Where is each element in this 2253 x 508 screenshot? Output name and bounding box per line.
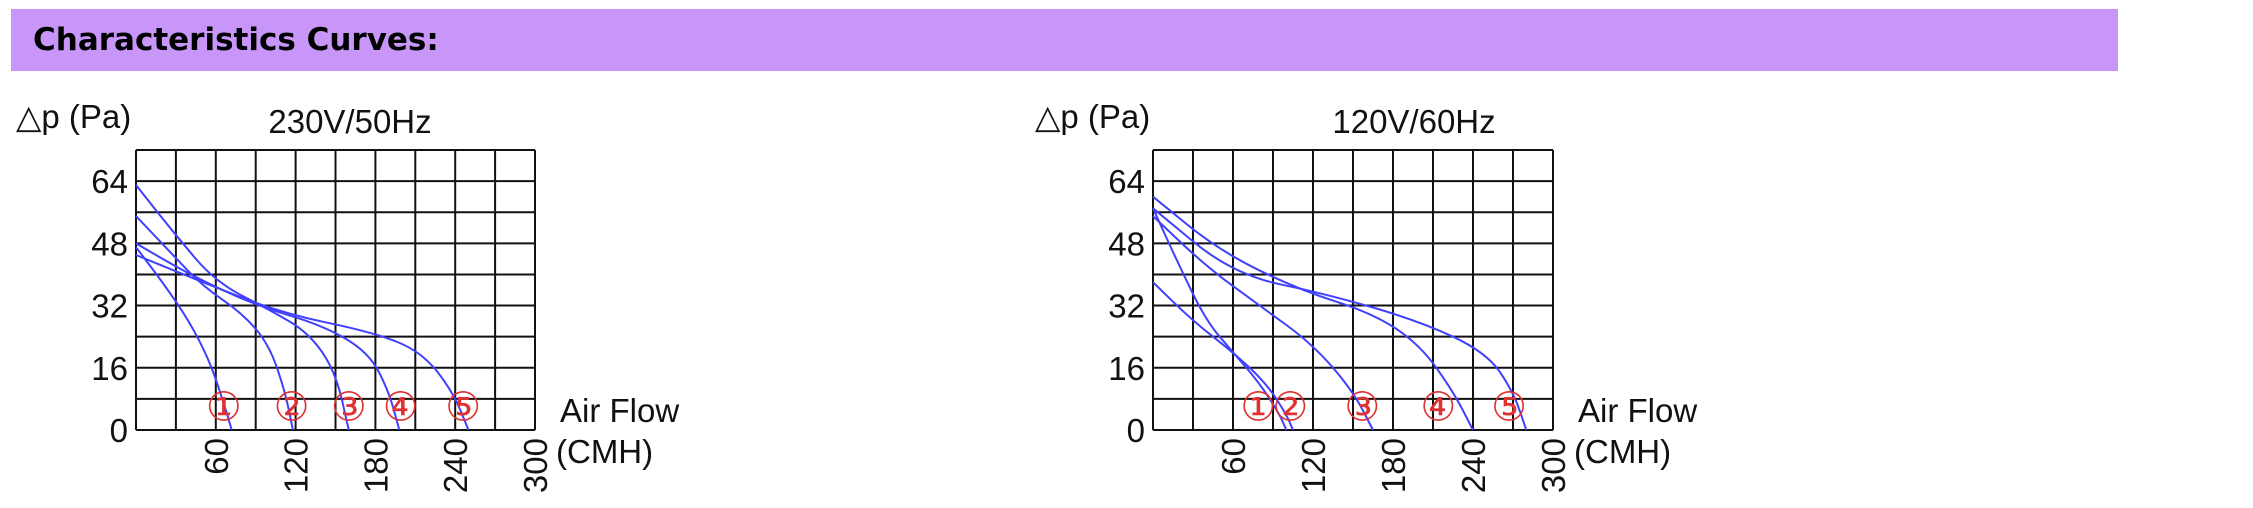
series-curve-2 <box>135 215 294 431</box>
series-curve-2 <box>1152 281 1294 431</box>
x-axis-label: Air Flow <box>1578 392 1697 429</box>
x-axis-unit-label: (CMH) <box>1574 433 1671 470</box>
series-curve-3 <box>135 184 350 431</box>
chart-230v: 230V/50Hz △p (Pa) 0 16 32 48 64 60 120 180 240 300A… <box>16 98 679 493</box>
x-tick-label: 300 <box>1535 438 1572 493</box>
x-tick-label: 240 <box>1455 438 1492 493</box>
x-tick-label: 120 <box>1295 438 1332 493</box>
y-tick-label: 48 <box>1108 225 1145 262</box>
series-marker-2: ② <box>1272 385 1308 429</box>
series-marker-3: ③ <box>1344 385 1380 429</box>
series-marker-5: ⑤ <box>445 385 481 429</box>
series-marker-2: ② <box>274 385 310 429</box>
series-curve-4 <box>1152 195 1474 431</box>
y-tick-label: 48 <box>91 225 128 262</box>
x-tick-label: 60 <box>1215 438 1252 475</box>
series-marker-3: ③ <box>331 385 367 429</box>
page-title: Characteristics Curves: <box>33 22 439 58</box>
series-marker-4: ④ <box>1420 385 1456 429</box>
y-tick-label: 16 <box>1108 350 1145 387</box>
header-banner: Characteristics Curves: <box>11 9 2118 71</box>
series-marker-5: ⑤ <box>1491 385 1527 429</box>
y-tick-label: 32 <box>1108 288 1145 325</box>
x-axis-unit-label: (CMH) <box>556 433 653 470</box>
series-marker-1: ① <box>206 385 242 429</box>
grid <box>1152 149 1554 431</box>
series-marker-4: ④ <box>383 385 419 429</box>
x-axis-label: Air Flow <box>560 392 679 429</box>
series-curve-1 <box>135 246 233 431</box>
y-tick-label: 64 <box>91 163 128 200</box>
series-curve-3 <box>1152 215 1374 431</box>
x-tick-label: 180 <box>357 438 394 493</box>
y-tick-label: 64 <box>1108 163 1145 200</box>
x-tick-label: 240 <box>437 438 474 493</box>
chart-120v: 120V/60Hz △p (Pa) 0 16 32 48 64 60 120 180 240 300A… <box>1035 98 1697 493</box>
x-tick-label: 120 <box>278 438 315 493</box>
x-tick-label: 60 <box>198 438 235 475</box>
series-curve-1 <box>1152 207 1288 431</box>
y-tick-label: 0 <box>110 412 128 449</box>
chart-title: 230V/50Hz <box>268 103 431 140</box>
grid <box>135 149 536 431</box>
y-tick-label: 0 <box>1127 412 1145 449</box>
series-curve-4 <box>135 242 401 431</box>
series-curve-5 <box>1152 207 1528 431</box>
x-tick-label: 300 <box>517 438 554 493</box>
chart-title: 120V/60Hz <box>1332 103 1495 140</box>
y-axis-label: △p (Pa) <box>16 98 131 135</box>
series-marker-1: ① <box>1240 385 1276 429</box>
y-tick-label: 16 <box>91 350 128 387</box>
y-axis-label: △p (Pa) <box>1035 98 1150 135</box>
y-tick-label: 32 <box>91 288 128 325</box>
series-curve-5 <box>135 254 470 431</box>
x-tick-label: 180 <box>1375 438 1412 493</box>
